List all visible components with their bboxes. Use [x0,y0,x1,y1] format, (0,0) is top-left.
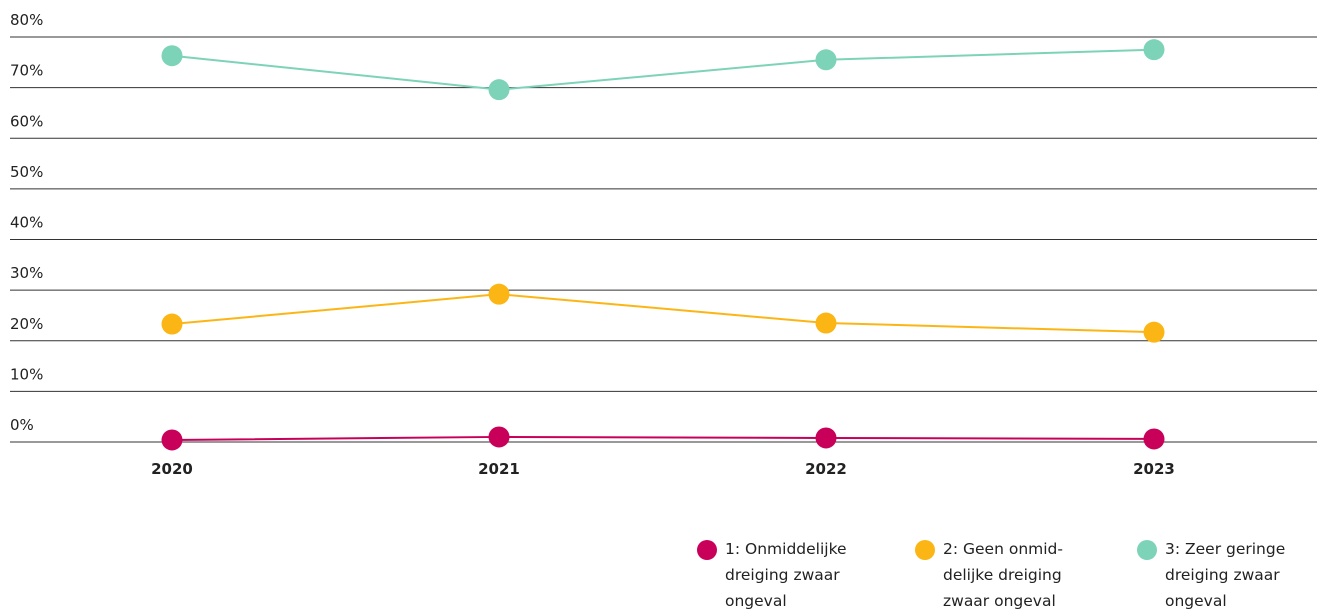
legend-marker [1137,540,1157,560]
series-line [171,48,1155,91]
data-point [815,312,837,334]
data-point [815,427,837,449]
y-tick-label: 80% [10,11,43,29]
x-tick-label: 2021 [478,460,520,478]
y-tick-label: 30% [10,264,43,282]
y-tick-label: 0% [10,416,34,434]
data-point [1143,428,1165,450]
y-tick-label: 70% [10,62,43,80]
legend-label: 2: Geen onmid­delijke dreiging zwaar ong… [943,540,1063,610]
data-point [161,45,183,67]
legend-label: 1: Onmiddelijke dreiging zwaar ongeval [725,540,847,610]
y-tick-label: 60% [10,112,43,130]
y-tick-label: 40% [10,214,43,232]
legend-marker [915,540,935,560]
data-point [488,426,510,448]
y-tick-label: 10% [10,365,43,383]
legend-label: 3: Zeer geringe dreiging zwaar ongeval [1165,540,1286,610]
data-point [161,429,183,451]
x-tick-label: 2023 [1133,460,1175,478]
legend-marker [697,540,717,560]
data-point [1143,321,1165,343]
x-tick-label: 2022 [805,460,847,478]
series-line [171,293,1155,334]
series-line [171,435,1155,441]
data-point [161,313,183,335]
data-point [488,283,510,305]
data-point [488,79,510,101]
y-tick-label: 50% [10,163,43,181]
y-tick-label: 20% [10,315,43,333]
data-point [815,49,837,71]
x-tick-label: 2020 [151,460,193,478]
data-point [1143,39,1165,61]
